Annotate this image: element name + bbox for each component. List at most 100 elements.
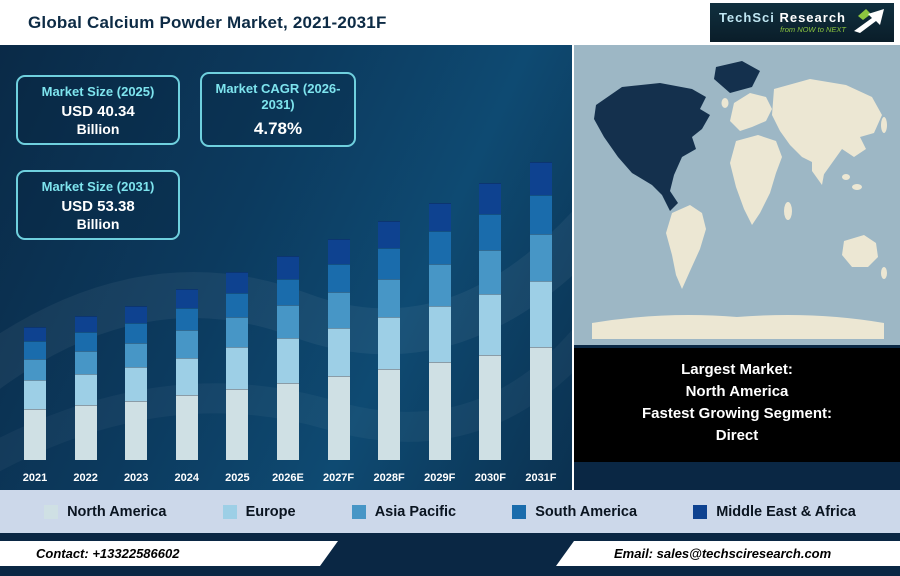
note-line-2: North America — [685, 383, 789, 400]
x-axis-label: 2030F — [474, 472, 506, 484]
market-size-2031-box: Market Size (2031) USD 53.38 Billion — [16, 170, 180, 241]
bar-segment-north-america — [479, 354, 502, 460]
bar-segment-middle-east-africa — [226, 272, 249, 293]
bar-segment-europe — [428, 305, 451, 363]
bar-column — [12, 326, 58, 460]
bar-segment-europe — [327, 327, 350, 377]
logo-name: TechSci Research — [718, 9, 846, 25]
logo-text: TechSci Research from NOW to NEXT — [718, 9, 846, 35]
bar-segment-asia-pacific — [175, 330, 198, 358]
stacked-bar-f — [479, 183, 502, 460]
bar-segment-north-america — [74, 405, 97, 460]
main-area: Market Size (2025) USD 40.34 Billion Mar… — [0, 45, 900, 490]
world-map — [574, 45, 900, 345]
largest-market-note: Largest Market: North America Fastest Gr… — [574, 348, 900, 462]
bar-column — [467, 183, 513, 460]
x-axis-label: 2027F — [322, 472, 355, 484]
email-text: Email: sales@techsciresearch.com — [614, 546, 832, 561]
bar-segment-north-america — [529, 346, 552, 460]
x-axis-label: 2029F — [424, 472, 456, 484]
bar-segment-north-america — [125, 401, 148, 460]
stacked-bar-f — [327, 239, 350, 460]
bar-segment-south-america — [74, 331, 97, 351]
bar-segment-south-america — [175, 308, 198, 331]
bar-segment-middle-east-africa — [175, 289, 198, 309]
market-size-2031-label: Market Size (2031) — [41, 179, 155, 194]
chart-panel: Market Size (2025) USD 40.34 Billion Mar… — [0, 45, 572, 490]
bar-segment-south-america — [276, 278, 299, 306]
bar-segment-middle-east-africa — [125, 305, 148, 323]
bar-segment-north-america — [175, 395, 198, 460]
bar-column — [113, 305, 159, 460]
footer: Contact: +13322586602 Email: sales@techs… — [0, 533, 900, 576]
bar-chart-x-labels: 2021 2022 2023 2024 2025 2026E 2027F 2028F 2029F… — [12, 472, 564, 484]
legend-item-north-america: North America — [44, 504, 166, 520]
market-cagr-box: Market CAGR (2026-2031) 4.78% — [200, 72, 356, 147]
bar-segment-europe — [24, 379, 46, 410]
bar-segment-north-america — [24, 409, 46, 460]
stacked-bar-e — [276, 256, 299, 460]
contact-text: Contact: +13322586602 — [36, 546, 180, 561]
market-cagr-label: Market CAGR (2026-2031) — [215, 81, 341, 113]
bar-segment-north-america — [226, 388, 249, 460]
bar-segment-middle-east-africa — [428, 202, 451, 231]
bar-column — [366, 221, 412, 460]
bar-segment-asia-pacific — [24, 358, 46, 380]
bar-column — [316, 239, 362, 460]
legend-swatch-middle-east-africa — [693, 504, 708, 519]
bar-segment-middle-east-africa — [529, 162, 552, 196]
bar-segment-middle-east-africa — [24, 326, 46, 342]
bar-segment-south-america — [125, 322, 148, 343]
stacked-bar-f — [378, 221, 401, 460]
legend: North America Europe Asia Pacific South Ame… — [0, 490, 900, 533]
bar-segment-europe — [125, 367, 148, 401]
bar-segment-europe — [175, 357, 198, 395]
stacked-bar- — [24, 326, 46, 460]
x-axis-label: 2021 — [22, 472, 48, 484]
stacked-bar- — [74, 315, 97, 460]
bar-segment-middle-east-africa — [327, 239, 350, 264]
market-cagr-value: 4.78% — [253, 118, 303, 138]
bar-column — [164, 289, 210, 460]
logo-tagline: from NOW to NEXT — [780, 25, 846, 35]
bar-segment-south-america — [378, 247, 401, 279]
techsci-logo: TechSci Research from NOW to NEXT — [710, 3, 894, 42]
legend-label-europe: Europe — [245, 503, 296, 520]
legend-label-south-america: South America — [535, 503, 638, 520]
note-line-3: Fastest Growing Segment: — [641, 405, 833, 422]
bar-segment-asia-pacific — [378, 278, 401, 317]
logo-arrow-icon — [852, 5, 886, 40]
bar-chart-bars — [12, 120, 564, 460]
bar-segment-europe — [276, 337, 299, 383]
legend-item-asia-pacific: Asia Pacific — [351, 504, 456, 520]
x-axis-label: 2025 — [225, 472, 250, 484]
x-axis-label: 2023 — [123, 472, 149, 484]
bar-column — [417, 202, 463, 460]
legend-swatch-north-america — [44, 504, 59, 519]
legend-item-south-america: South America — [512, 504, 637, 520]
stacked-bar- — [226, 272, 249, 460]
bar-segment-europe — [74, 373, 97, 406]
bar-segment-asia-pacific — [125, 342, 148, 368]
x-axis-label: 2028F — [373, 472, 405, 484]
logo-name-primary: TechSci — [718, 9, 775, 25]
page-title: Global Calcium Powder Market, 2021-2031F — [28, 12, 387, 32]
bar-segment-south-america — [327, 263, 350, 293]
note-line-1: Largest Market: — [681, 361, 793, 378]
market-size-2031-value: USD 53.38 — [61, 198, 135, 216]
bar-segment-north-america — [327, 376, 350, 460]
market-size-2031-unit: Billion — [76, 216, 120, 233]
market-size-2025-value: USD 40.34 — [61, 103, 135, 121]
bar-segment-europe — [529, 281, 552, 347]
bar-segment-asia-pacific — [276, 305, 299, 338]
bar-segment-asia-pacific — [529, 233, 552, 282]
bar-segment-middle-east-africa — [378, 221, 401, 248]
bar-segment-asia-pacific — [479, 249, 502, 294]
bar-segment-middle-east-africa — [74, 315, 97, 332]
legend-swatch-south-america — [512, 504, 527, 519]
header: Global Calcium Powder Market, 2021-2031F… — [0, 0, 900, 45]
x-axis-label: 2031F — [525, 472, 557, 484]
legend-swatch-europe — [222, 504, 237, 519]
bar-segment-middle-east-africa — [276, 256, 299, 279]
bar-segment-europe — [378, 316, 401, 370]
